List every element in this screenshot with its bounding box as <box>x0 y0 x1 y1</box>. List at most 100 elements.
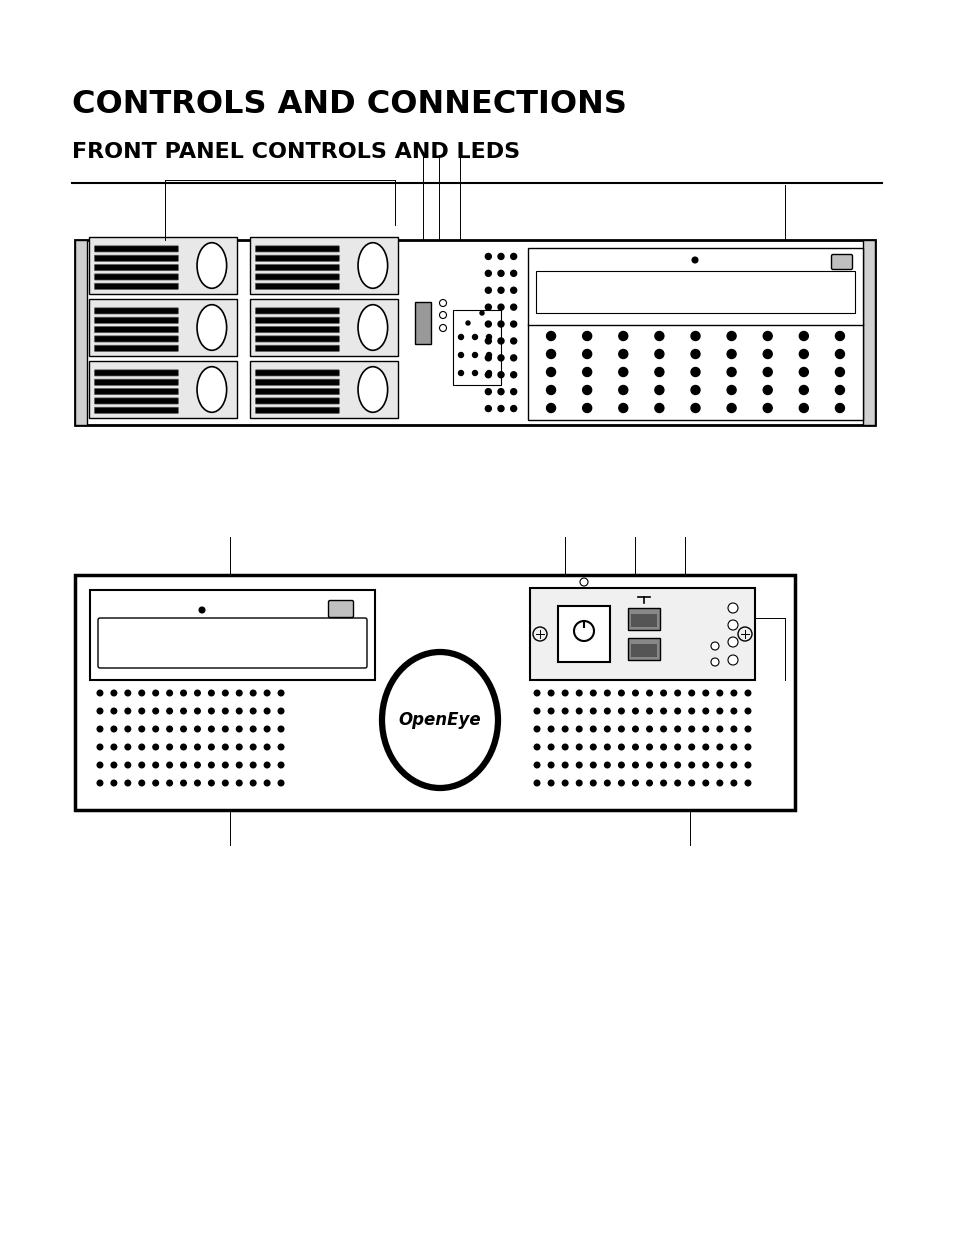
Circle shape <box>576 726 581 732</box>
Circle shape <box>646 690 652 695</box>
Circle shape <box>799 368 807 377</box>
Circle shape <box>799 385 807 394</box>
Circle shape <box>730 781 736 785</box>
Circle shape <box>582 350 591 358</box>
Circle shape <box>561 726 567 732</box>
Circle shape <box>125 726 131 732</box>
Circle shape <box>209 690 214 695</box>
Ellipse shape <box>197 305 227 351</box>
Circle shape <box>688 690 694 695</box>
Bar <box>75 240 874 425</box>
Circle shape <box>727 655 738 664</box>
Circle shape <box>180 745 186 750</box>
Circle shape <box>152 781 158 785</box>
Circle shape <box>546 350 555 358</box>
Circle shape <box>222 690 228 695</box>
Circle shape <box>180 781 186 785</box>
Circle shape <box>835 368 843 377</box>
Circle shape <box>576 690 581 695</box>
Circle shape <box>125 781 131 785</box>
Circle shape <box>702 781 708 785</box>
Circle shape <box>744 726 750 732</box>
Circle shape <box>546 404 555 412</box>
Circle shape <box>264 708 270 714</box>
Circle shape <box>534 762 539 768</box>
Circle shape <box>97 690 103 695</box>
Circle shape <box>222 762 228 768</box>
Circle shape <box>497 288 503 293</box>
FancyBboxPatch shape <box>255 256 339 262</box>
Circle shape <box>510 354 517 361</box>
Circle shape <box>236 781 242 785</box>
Circle shape <box>194 762 200 768</box>
Circle shape <box>548 708 554 714</box>
FancyBboxPatch shape <box>255 308 339 314</box>
Circle shape <box>702 690 708 695</box>
Circle shape <box>167 762 172 768</box>
Circle shape <box>548 745 554 750</box>
Circle shape <box>799 350 807 358</box>
FancyBboxPatch shape <box>94 274 178 280</box>
Circle shape <box>730 708 736 714</box>
FancyBboxPatch shape <box>94 369 178 375</box>
Circle shape <box>618 762 623 768</box>
Ellipse shape <box>197 367 227 412</box>
FancyBboxPatch shape <box>94 379 178 385</box>
Circle shape <box>510 372 517 378</box>
Bar <box>530 588 754 680</box>
Circle shape <box>561 781 567 785</box>
Circle shape <box>139 726 145 732</box>
Circle shape <box>278 781 284 785</box>
FancyBboxPatch shape <box>255 369 339 375</box>
Circle shape <box>646 781 652 785</box>
Circle shape <box>674 690 679 695</box>
Circle shape <box>485 321 491 327</box>
Circle shape <box>472 370 477 375</box>
Circle shape <box>180 708 186 714</box>
Circle shape <box>690 350 700 358</box>
Circle shape <box>497 253 503 259</box>
Circle shape <box>632 762 638 768</box>
Circle shape <box>730 762 736 768</box>
Circle shape <box>604 762 610 768</box>
Bar <box>75 576 794 810</box>
Circle shape <box>152 726 158 732</box>
Circle shape <box>250 781 255 785</box>
Circle shape <box>439 325 446 331</box>
Circle shape <box>762 385 771 394</box>
Circle shape <box>744 708 750 714</box>
Bar <box>527 324 862 420</box>
Circle shape <box>497 354 503 361</box>
FancyBboxPatch shape <box>94 336 178 342</box>
Circle shape <box>152 708 158 714</box>
Circle shape <box>222 708 228 714</box>
Circle shape <box>835 404 843 412</box>
Circle shape <box>278 726 284 732</box>
Circle shape <box>472 335 477 340</box>
Circle shape <box>618 404 627 412</box>
Circle shape <box>465 321 470 325</box>
Circle shape <box>691 257 698 263</box>
Circle shape <box>710 658 719 666</box>
Bar <box>862 240 874 425</box>
Circle shape <box>604 690 610 695</box>
Circle shape <box>111 690 116 695</box>
Circle shape <box>125 762 131 768</box>
Circle shape <box>180 690 186 695</box>
Circle shape <box>576 708 581 714</box>
Circle shape <box>690 404 700 412</box>
Circle shape <box>209 745 214 750</box>
Circle shape <box>510 304 517 310</box>
Circle shape <box>250 726 255 732</box>
Circle shape <box>717 745 721 750</box>
Circle shape <box>485 405 491 411</box>
Circle shape <box>654 368 663 377</box>
Ellipse shape <box>357 367 387 412</box>
Circle shape <box>485 354 491 361</box>
Circle shape <box>688 726 694 732</box>
Circle shape <box>660 708 666 714</box>
Circle shape <box>439 300 446 306</box>
Bar <box>627 608 659 630</box>
Circle shape <box>604 745 610 750</box>
Bar <box>415 303 431 345</box>
